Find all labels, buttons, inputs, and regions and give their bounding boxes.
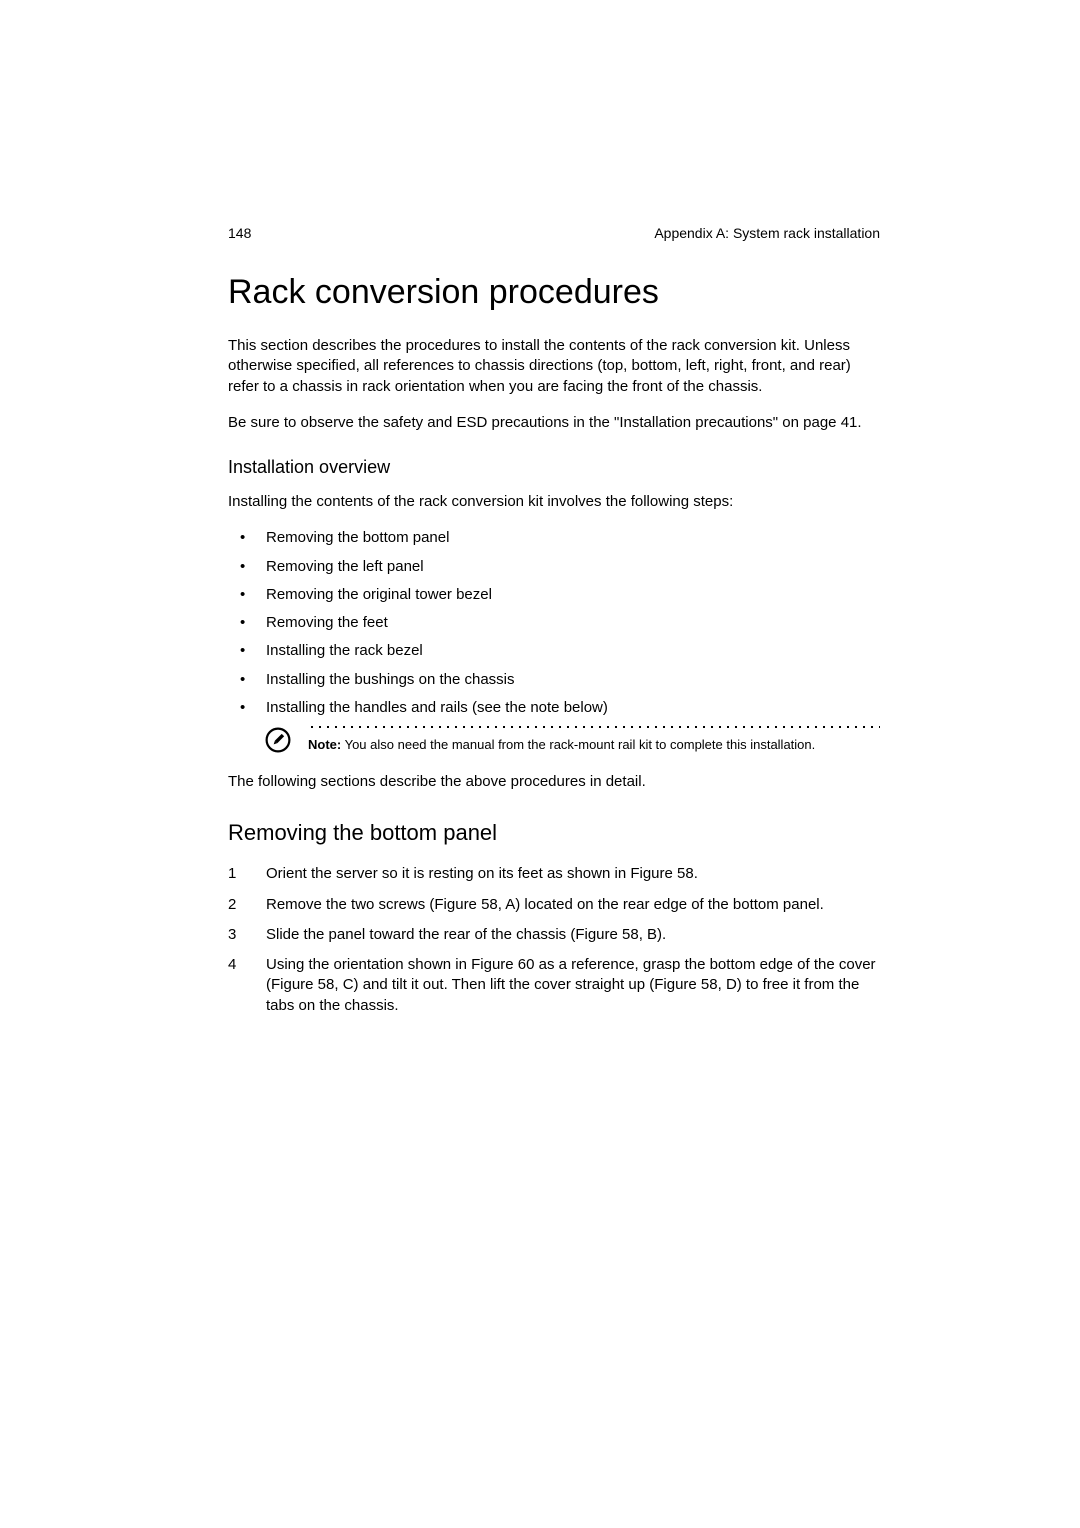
list-item: Orient the server so it is resting on it… — [228, 864, 880, 884]
removing-heading: Removing the bottom panel — [228, 820, 880, 846]
list-item: Installing the bushings on the chassis — [228, 670, 880, 690]
dotted-divider — [308, 726, 880, 728]
intro-paragraph-1: This section describes the procedures to… — [228, 336, 880, 397]
note-label: Note: — [308, 737, 341, 752]
note-content: Note: You also need the manual from the … — [304, 726, 880, 754]
list-item: Installing the rack bezel — [228, 641, 880, 661]
overview-lead: Installing the contents of the rack conv… — [228, 492, 880, 512]
note-icon-wrap — [264, 726, 304, 754]
intro-paragraph-2: Be sure to observe the safety and ESD pr… — [228, 413, 880, 433]
list-item: Removing the left panel — [228, 557, 880, 577]
list-item: Using the orientation shown in Figure 60… — [228, 955, 880, 1016]
note-text: Note: You also need the manual from the … — [308, 736, 880, 754]
list-item: Remove the two screws (Figure 58, A) loc… — [228, 895, 880, 915]
note-body: You also need the manual from the rack-m… — [341, 737, 815, 752]
page-header: 148 Appendix A: System rack installation — [228, 225, 880, 241]
overview-bullet-list: Removing the bottom panel Removing the l… — [228, 528, 880, 718]
pencil-note-icon — [264, 726, 292, 754]
list-item: Removing the feet — [228, 613, 880, 633]
page-container: 148 Appendix A: System rack installation… — [0, 0, 1080, 1016]
list-item: Removing the bottom panel — [228, 528, 880, 548]
page-number: 148 — [228, 225, 251, 241]
note-block: Note: You also need the manual from the … — [264, 726, 880, 754]
list-item: Removing the original tower bezel — [228, 585, 880, 605]
overview-after-note: The following sections describe the abov… — [228, 772, 880, 792]
list-item: Slide the panel toward the rear of the c… — [228, 925, 880, 945]
removing-steps: Orient the server so it is resting on it… — [228, 864, 880, 1016]
page-title: Rack conversion procedures — [228, 273, 880, 312]
list-item: Installing the handles and rails (see th… — [228, 698, 880, 718]
overview-heading: Installation overview — [228, 457, 880, 478]
appendix-title: Appendix A: System rack installation — [654, 225, 880, 241]
